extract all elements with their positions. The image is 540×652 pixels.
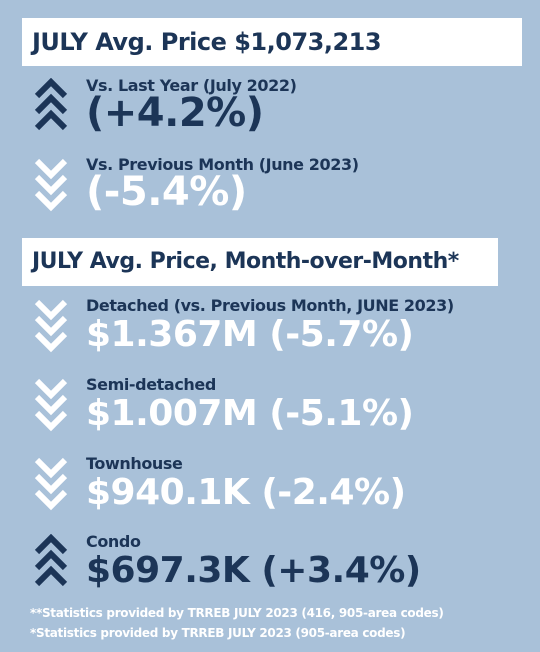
stat-value: (-5.4%) [86, 169, 247, 215]
double-chevron-down-icon [34, 158, 68, 212]
double-chevron-down-icon [34, 457, 68, 511]
double-chevron-up-icon [34, 534, 68, 587]
double-chevron-up-icon [34, 78, 68, 131]
stat-label: Semi-detached [86, 375, 216, 394]
mom-banner: JULY Avg. Price, Month-over-Month* [22, 238, 498, 286]
stat-label: Townhouse [86, 454, 183, 473]
stat-label: Vs. Previous Month (June 2023) [86, 155, 359, 174]
stat-label: Detached (vs. Previous Month, JUNE 2023) [86, 296, 454, 315]
double-chevron-down-icon [34, 378, 68, 432]
footnote-asterisk: *Statistics provided by TRREB JULY 2023 … [30, 626, 406, 640]
stat-value: (+4.2%) [86, 90, 264, 136]
stat-label: Condo [86, 532, 141, 551]
headline-price-banner: JULY Avg. Price $1,073,213 [22, 18, 522, 66]
stat-value: $1.367M (-5.7%) [86, 314, 414, 355]
footnote-double-asterisk: **Statistics provided by TRREB JULY 2023… [30, 606, 444, 620]
double-chevron-down-icon [34, 299, 68, 353]
stat-label: Vs. Last Year (July 2022) [86, 76, 297, 95]
stat-value: $940.1K (-2.4%) [86, 472, 406, 513]
stat-value: $697.3K (+3.4%) [86, 550, 421, 591]
stat-value: $1.007M (-5.1%) [86, 393, 414, 434]
